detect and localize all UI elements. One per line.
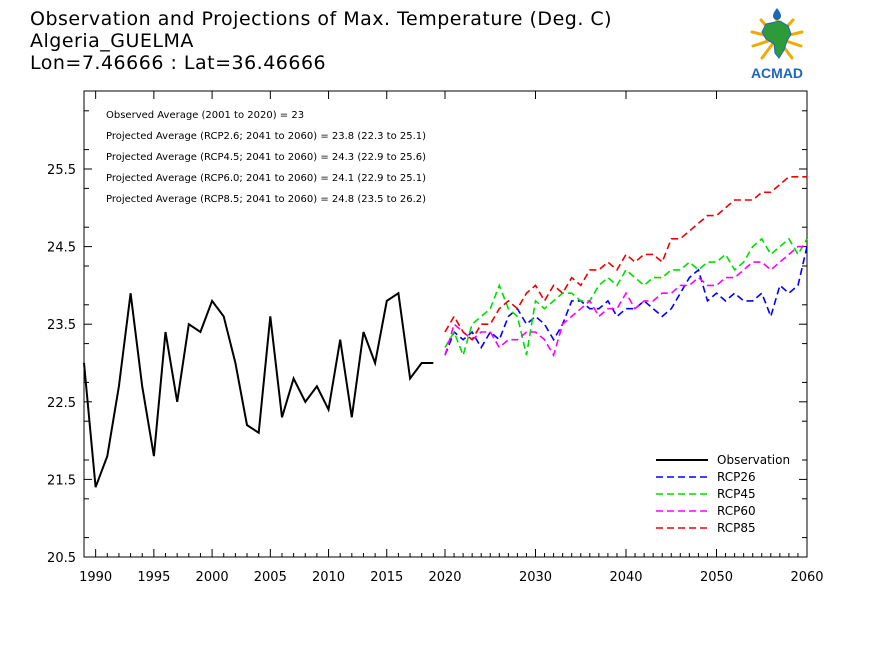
series-line-rcp26 xyxy=(444,246,808,356)
chart-location: Algeria_GUELMA xyxy=(30,30,194,52)
average-annotation: Projected Average (RCP6.0; 2041 to 2060)… xyxy=(106,173,426,184)
series-line-observation xyxy=(83,291,434,488)
chart-legend: Observation RCP26 RCP45 RCP60 RCP85 xyxy=(656,453,790,535)
y-tick-label: 23.5 xyxy=(47,318,76,333)
x-tick-label: 2030 xyxy=(519,570,552,585)
chart-series xyxy=(83,176,808,488)
series-line-rcp45 xyxy=(444,237,808,358)
chart-title-block: Observation and Projections of Max. Temp… xyxy=(30,8,612,74)
series-line-rcp85 xyxy=(444,176,807,341)
chart-title: Observation and Projections of Max. Temp… xyxy=(30,8,613,30)
average-annotation: Observed Average (2001 to 2020) = 23 xyxy=(106,110,304,121)
legend-label-rcp26: RCP26 xyxy=(717,470,756,484)
x-tick-label: 1990 xyxy=(79,570,112,585)
y-tick-label: 21.5 xyxy=(47,473,76,488)
average-annotation: Projected Average (RCP8.5; 2041 to 2060)… xyxy=(106,194,426,205)
legend-label-observation: Observation xyxy=(717,453,790,467)
legend-label-rcp85: RCP85 xyxy=(717,521,756,535)
x-tick-label: 2010 xyxy=(312,570,345,585)
x-tick-label: 2015 xyxy=(370,570,403,585)
chart-axes: 20.5 21.5 22.5 23.5 24.5 25.5 1990 1995 2000 2005… xyxy=(47,91,824,585)
average-annotation: Projected Average (RCP4.5; 2041 to 2060)… xyxy=(106,152,426,163)
acmad-logo-text: ACMAD xyxy=(750,65,804,81)
x-tick-label: 2050 xyxy=(700,570,733,585)
x-tick-label: 2060 xyxy=(790,570,823,585)
x-tick-label: 1995 xyxy=(137,570,170,585)
x-tick-label: 2000 xyxy=(196,570,229,585)
acmad-logo: ACMAD xyxy=(736,8,818,84)
acmad-logo-icon xyxy=(750,8,804,60)
y-tick-label: 22.5 xyxy=(47,396,76,411)
y-tick-label: 20.5 xyxy=(47,551,76,566)
series-line-rcp60 xyxy=(444,245,807,358)
x-tick-label: 2005 xyxy=(254,570,287,585)
legend-label-rcp45: RCP45 xyxy=(717,487,756,501)
chart-annotations: Observed Average (2001 to 2020) = 23 Proj… xyxy=(106,110,426,205)
chart-coordinates: Lon=7.46666 : Lat=36.46666 xyxy=(30,52,327,74)
legend-label-rcp60: RCP60 xyxy=(717,504,756,518)
y-tick-label: 25.5 xyxy=(47,163,76,178)
y-tick-label: 24.5 xyxy=(47,241,76,256)
x-tick-label: 2020 xyxy=(428,570,461,585)
x-tick-label: 2040 xyxy=(609,570,642,585)
average-annotation: Projected Average (RCP2.6; 2041 to 2060)… xyxy=(106,131,426,142)
